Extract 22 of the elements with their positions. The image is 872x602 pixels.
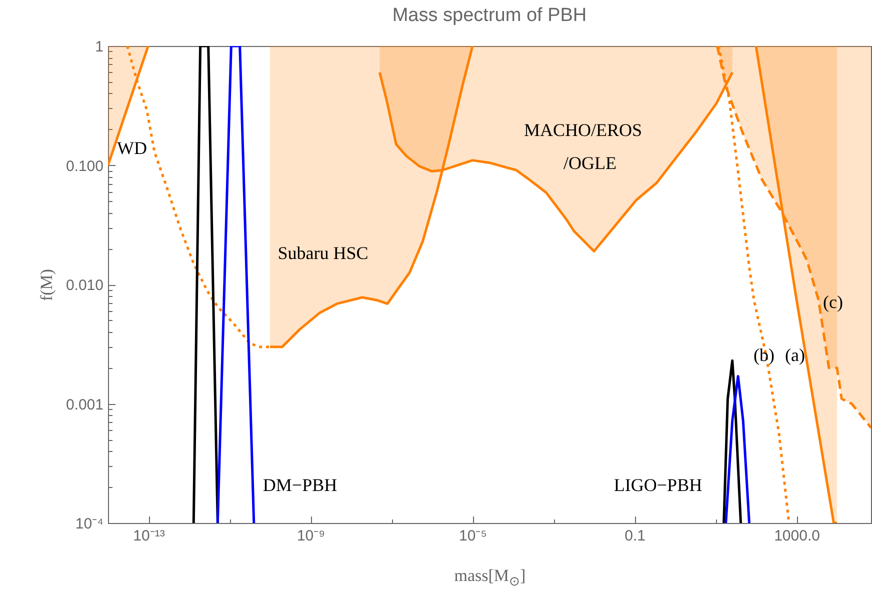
annotation: /OGLE (564, 153, 616, 173)
y-tick-label: 1 (95, 38, 104, 56)
annotation: LIGO−PBH (614, 475, 702, 495)
x-tick-label: 1000.0 (774, 528, 820, 544)
x-tick-label: 0.1 (624, 528, 646, 544)
y-tick-label: 10⁻⁴ (75, 516, 104, 532)
annotation: MACHO/EROS (524, 120, 642, 140)
y-tick-label: 0.010 (66, 277, 104, 294)
x-tick-label: 10⁻⁵ (459, 528, 487, 544)
x-tick-label: 10⁻⁹ (296, 528, 326, 544)
y-axis-title: f(M) (36, 268, 56, 302)
annotation: WD (117, 138, 147, 158)
annotation: (a) (785, 345, 805, 365)
y-tick-label: 0.100 (66, 158, 104, 175)
annotation: Subaru HSC (278, 243, 368, 263)
annotation: DM−PBH (262, 475, 338, 495)
x-axis-title: mass[M$_{⊙}$] (453, 566, 527, 590)
x-tick-label: 10⁻¹³ (133, 528, 165, 544)
annotation: (c) (823, 292, 843, 312)
y-tick-label: 0.001 (66, 396, 104, 414)
chart-title: Mass spectrum of PBH (392, 5, 587, 26)
annotation: (b) (754, 345, 774, 365)
